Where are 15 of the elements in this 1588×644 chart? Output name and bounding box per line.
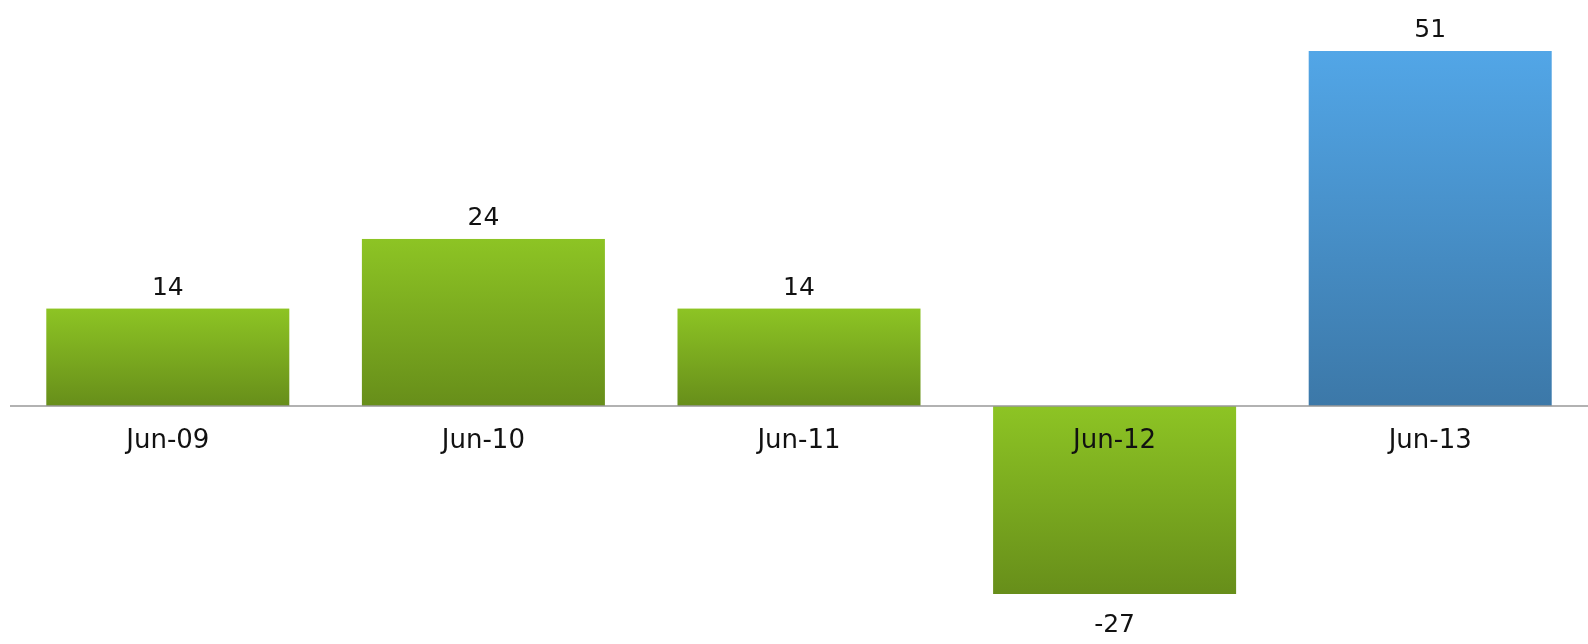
x-tick-label: Jun-13: [1386, 424, 1472, 455]
bar: [46, 308, 290, 407]
x-tick-label: Jun-11: [755, 424, 841, 455]
data-label: 51: [1414, 14, 1447, 43]
data-label: -27: [1094, 609, 1136, 638]
data-label: 14: [783, 271, 815, 301]
x-tick-label: Jun-10: [439, 424, 525, 455]
bar: [993, 406, 1237, 594]
bar: [677, 308, 921, 407]
x-tick-label: Jun-09: [124, 424, 210, 455]
data-label: 14: [151, 271, 184, 301]
data-label: 24: [467, 201, 500, 231]
bar: [1308, 51, 1552, 407]
bar: [361, 238, 605, 407]
x-tick-label: Jun-12: [1071, 424, 1157, 455]
